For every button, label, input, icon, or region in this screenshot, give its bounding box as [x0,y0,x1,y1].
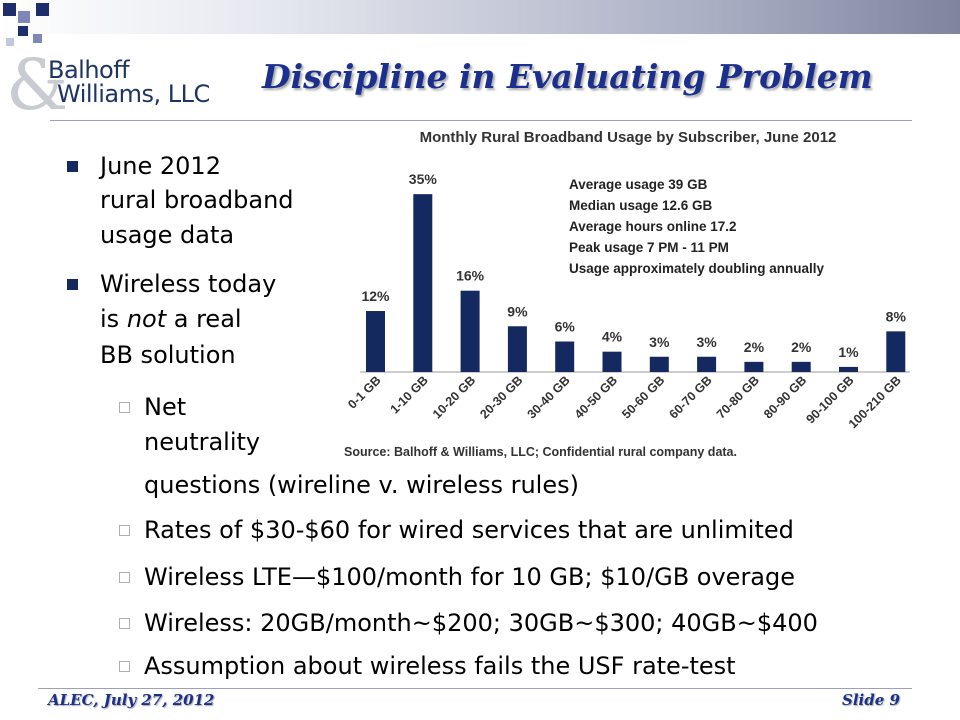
footer-slide-number: Slide 9 [842,691,900,709]
bar-60-70gb [697,356,717,372]
bullet-2-line-1: Wireless today [100,270,277,298]
decor-square [3,3,16,16]
bar-0-1gb [366,311,385,372]
bullet-2-emphasis: not [126,305,167,333]
decor-square [6,38,14,46]
sub-bullet-3: Wireless LTE—$100/month for 10 GB; $10/G… [144,563,796,591]
bar-data-label: 2% [791,339,812,355]
bullet-1-line-1: June 2012 [100,152,221,180]
usage-bar-chart: Monthly Rural Broadband Usage by Subscri… [308,122,920,468]
sub-bullet-1-line-3: questions (wireline v. wireless rules) [144,471,579,499]
bar-30-40gb [555,341,575,372]
bullet-2-line-3: BB solution [100,341,236,369]
bar-20-30gb [507,326,527,372]
sub-bullet-1-line-2: neutrality [144,428,261,456]
chart-annotation-line: Usage approximately doubling annually [569,261,825,276]
bar-40-50gb [602,351,622,372]
top-gradient-bar [0,0,960,34]
bullet-2-text-a: is [100,305,127,333]
bar-data-label: 8% [886,308,907,324]
title-divider [50,120,912,121]
bar-data-label: 4% [602,329,623,345]
decor-square [18,11,30,23]
bar-data-label: 2% [744,339,765,355]
sub-bullet-box-icon [119,618,130,629]
sub-bullet-2: Rates of $30-$60 for wired services that… [144,516,794,544]
bullet-1-line-3: usage data [100,221,235,249]
footer-event: ALEC, July 27, 2012 [48,691,215,709]
logo-line-1: Balhoff [48,56,130,84]
bullet-square-icon [67,279,78,290]
logo-line-2: Williams, LLC [57,80,210,108]
bar-80-90gb [791,361,811,372]
decor-square [33,34,42,43]
chart-annotation-line: Average usage 39 GB [569,177,708,192]
bar-100-210gb [886,331,906,372]
bar-data-label: 16% [456,268,485,284]
bar-data-label: 3% [696,334,717,350]
bar-data-label: 35% [409,171,438,187]
bar-data-label: 6% [555,319,576,335]
bar-data-label: 12% [361,288,390,304]
sub-bullet-5: Assumption about wireless fails the USF … [144,652,736,680]
logo-ampersand: & [6,44,69,126]
chart-source: Source: Balhoff & Williams, LLC; Confide… [344,445,737,459]
chart-annotation-line: Peak usage 7 PM - 11 PM [569,240,729,255]
bullet-square-icon [67,161,78,172]
sub-bullet-box-icon [119,525,130,536]
bullet-2-line-2: is not a real [100,304,242,334]
decor-square [36,3,49,16]
chart-annotation-line: Average hours online 17.2 [569,219,737,234]
slide-title: Discipline in Evaluating Problem [262,57,873,96]
bar-data-label: 3% [649,334,670,350]
bar-data-label: 1% [838,344,859,360]
decor-square [18,26,28,36]
chart-annotation-line: Median usage 12.6 GB [569,198,713,213]
bullet-1-line-2: rural broadband [100,186,294,214]
sub-bullet-box-icon [119,661,130,672]
bullet-2-text-b: a real [166,305,242,333]
sub-bullet-4: Wireless: 20GB/month~$200; 30GB~$300; 40… [144,609,818,637]
sub-bullet-box-icon [119,572,130,583]
sub-bullet-box-icon [119,402,130,413]
bar-data-label: 9% [507,303,528,319]
bar-90-100gb [839,366,858,372]
bar-70-80gb [744,361,764,372]
bar-10-20gb [460,290,480,372]
chart-background [308,122,920,468]
bar-1-10gb [413,194,433,372]
chart-title: Monthly Rural Broadband Usage by Subscri… [420,129,837,146]
sub-bullet-1-line-1: Net [144,393,187,421]
footer-divider [38,688,912,689]
bar-50-60gb [649,356,669,372]
